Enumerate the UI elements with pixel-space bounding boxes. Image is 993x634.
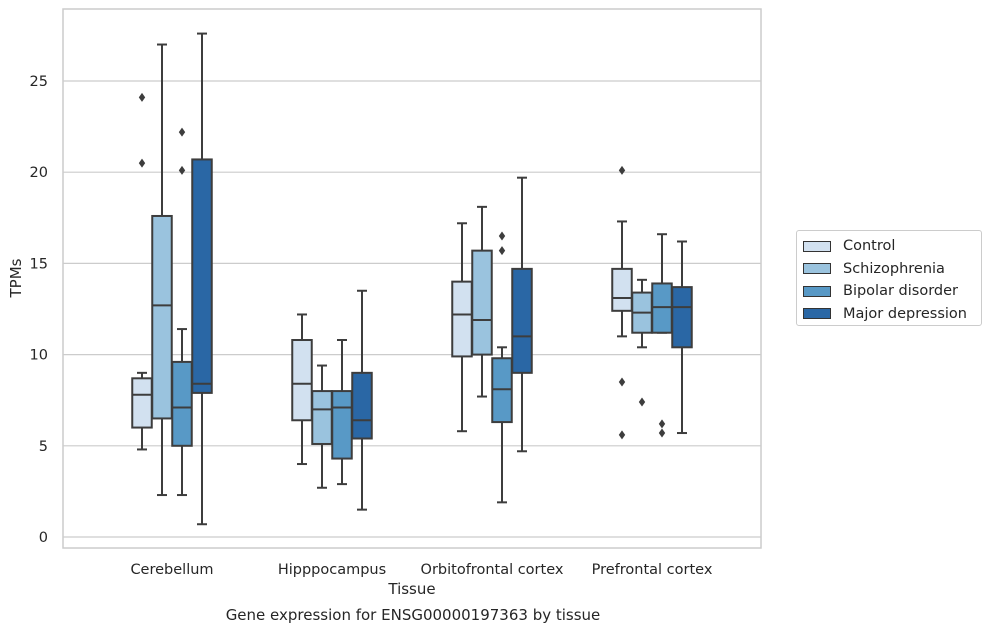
outlier-point: [498, 246, 506, 256]
box-iqr: [671, 286, 693, 349]
chart-caption: Gene expression for ENSG00000197363 by t…: [225, 606, 601, 624]
outlier-point: [618, 430, 626, 440]
outlier-point: [138, 158, 146, 168]
legend-label: Bipolar disorder: [843, 283, 958, 300]
box-bipolar-disorder: [331, 339, 353, 486]
legend-swatch: [803, 285, 831, 297]
y-tick-label: 0: [39, 530, 48, 546]
box-schizophrenia: [631, 278, 653, 407]
box-bipolar-disorder: [491, 231, 513, 504]
box-iqr: [171, 360, 193, 447]
legend-item: Schizophrenia: [803, 258, 981, 281]
y-tick-labels: 0 5 10 15 20 25: [30, 74, 48, 546]
box-iqr: [471, 249, 493, 356]
outlier-point: [498, 231, 506, 241]
x-axis-label: Tissue: [387, 580, 435, 598]
box-iqr: [191, 158, 213, 394]
x-tick-label: Prefrontal cortex: [592, 562, 713, 578]
legend-label: Major depression: [843, 305, 967, 322]
x-tick-label: Hipppocampus: [278, 562, 386, 578]
x-tick-labels: Cerebellum Hipppocampus Orbitofrontal cort…: [130, 562, 712, 578]
legend-swatch: [803, 240, 831, 252]
y-tick-label: 10: [30, 348, 48, 364]
box-control: [451, 222, 473, 433]
box-schizophrenia: [311, 364, 333, 489]
y-tick-label: 25: [30, 74, 48, 90]
box-groups: [131, 32, 693, 526]
box-iqr: [131, 377, 153, 429]
outlier-point: [178, 127, 186, 137]
box-control: [611, 165, 633, 440]
box-schizophrenia: [151, 43, 173, 497]
x-tick-label: Cerebellum: [130, 562, 213, 578]
y-axis-label: TPMs: [7, 258, 25, 298]
box-schizophrenia: [471, 205, 493, 398]
legend-label: Control: [843, 238, 896, 255]
box-major-depression: [511, 176, 533, 453]
box-iqr: [451, 280, 473, 358]
legend-item: Control: [803, 235, 981, 258]
box-iqr: [151, 214, 173, 420]
box-iqr: [291, 339, 313, 422]
box-major-depression: [351, 289, 373, 511]
box-bipolar-disorder: [171, 127, 193, 497]
y-tick-label: 5: [39, 439, 48, 455]
outlier-point: [138, 92, 146, 102]
y-tick-label: 20: [30, 165, 48, 181]
legend-label: Schizophrenia: [843, 260, 945, 277]
box-bipolar-disorder: [651, 233, 673, 438]
plot-frame: [62, 8, 762, 549]
outlier-point: [638, 397, 646, 407]
outlier-point: [658, 419, 666, 429]
outlier-point: [178, 165, 186, 175]
outlier-point: [658, 428, 666, 438]
legend-item: Bipolar disorder: [803, 280, 981, 303]
box-iqr: [611, 267, 633, 312]
box-major-depression: [191, 32, 213, 526]
box-control: [131, 92, 153, 451]
box-iqr: [351, 371, 373, 440]
legend: Control Schizophrenia Bipolar disorder Majo…: [796, 230, 982, 326]
y-tick-label: 15: [30, 256, 48, 272]
box-iqr: [511, 267, 533, 374]
legend-item: Major depression: [803, 303, 981, 326]
legend-swatch: [803, 308, 831, 320]
outlier-point: [618, 377, 626, 387]
x-tick-label: Orbitofrontal cortex: [421, 562, 564, 578]
box-control: [291, 313, 313, 466]
box-major-depression: [671, 240, 693, 435]
outlier-point: [618, 165, 626, 175]
legend-swatch: [803, 263, 831, 275]
box-iqr: [311, 390, 333, 445]
box-iqr: [331, 390, 353, 460]
